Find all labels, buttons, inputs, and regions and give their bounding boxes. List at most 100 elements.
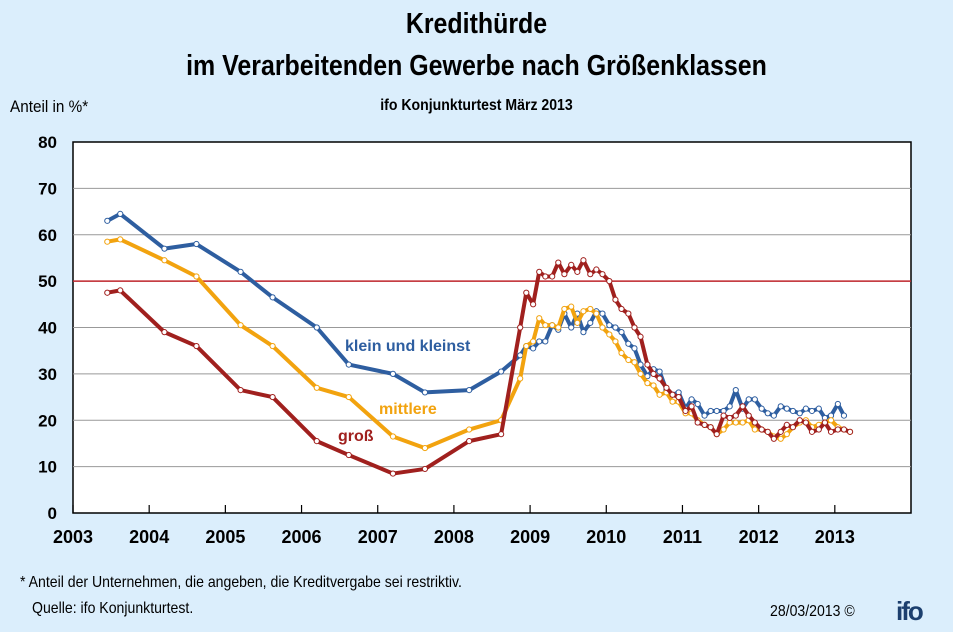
data-point bbox=[732, 419, 739, 426]
data-point bbox=[421, 389, 429, 396]
data-point bbox=[549, 322, 556, 329]
x-tick-label: 2005 bbox=[205, 527, 245, 547]
data-point bbox=[498, 431, 505, 438]
data-point bbox=[237, 268, 244, 275]
data-point bbox=[650, 370, 657, 377]
data-point bbox=[701, 412, 708, 419]
data-point bbox=[802, 405, 809, 412]
data-point bbox=[269, 393, 276, 401]
x-tick-label: 2003 bbox=[53, 527, 93, 547]
data-point bbox=[650, 382, 657, 389]
data-point bbox=[827, 428, 835, 435]
data-point bbox=[656, 375, 663, 382]
data-point bbox=[421, 444, 429, 452]
y-tick-label: 60 bbox=[38, 226, 57, 245]
series-label-klein: klein und kleinst bbox=[345, 338, 471, 355]
x-tick-label: 2012 bbox=[739, 527, 779, 547]
data-point bbox=[580, 308, 587, 315]
data-point bbox=[606, 278, 613, 285]
data-point bbox=[758, 405, 765, 412]
data-point bbox=[739, 403, 746, 410]
data-point bbox=[104, 289, 111, 296]
data-point bbox=[834, 426, 841, 433]
gridlines bbox=[73, 187, 911, 468]
data-point bbox=[580, 329, 587, 336]
data-point bbox=[777, 428, 784, 435]
data-point bbox=[675, 393, 682, 401]
data-point bbox=[606, 322, 613, 329]
data-point bbox=[656, 368, 663, 375]
x-tick-label: 2004 bbox=[129, 527, 169, 547]
data-point bbox=[618, 329, 625, 336]
data-point bbox=[574, 268, 581, 275]
data-point bbox=[561, 305, 568, 313]
data-point bbox=[536, 268, 543, 275]
data-point bbox=[536, 338, 543, 345]
data-point bbox=[593, 310, 600, 317]
data-point bbox=[389, 433, 397, 440]
data-point bbox=[555, 259, 562, 266]
data-point bbox=[827, 417, 835, 424]
series-lines bbox=[104, 210, 854, 477]
data-point bbox=[688, 403, 695, 410]
data-point bbox=[587, 319, 594, 326]
data-point bbox=[618, 305, 625, 313]
data-point bbox=[117, 210, 124, 217]
data-point bbox=[536, 315, 543, 322]
data-point bbox=[707, 407, 714, 415]
series-line bbox=[106, 211, 846, 420]
data-point bbox=[568, 261, 575, 268]
data-point bbox=[739, 419, 746, 426]
data-point bbox=[808, 407, 816, 415]
data-point bbox=[764, 410, 771, 417]
x-tick-label: 2010 bbox=[586, 527, 626, 547]
data-point bbox=[815, 426, 822, 433]
series-0 bbox=[104, 210, 848, 422]
data-point bbox=[593, 266, 600, 273]
data-point bbox=[555, 324, 562, 331]
data-point bbox=[345, 361, 352, 368]
chart-title-line1: Kredithürde bbox=[405, 8, 548, 40]
data-point bbox=[840, 412, 848, 419]
data-point bbox=[783, 421, 790, 428]
data-point bbox=[193, 342, 200, 350]
data-point bbox=[758, 426, 765, 433]
data-point bbox=[783, 431, 790, 438]
data-point bbox=[789, 424, 797, 431]
data-point bbox=[466, 438, 473, 445]
data-point bbox=[612, 324, 619, 331]
data-point bbox=[542, 322, 549, 329]
data-point bbox=[834, 400, 841, 408]
data-point bbox=[466, 426, 473, 433]
data-point bbox=[770, 435, 777, 442]
data-point bbox=[345, 451, 352, 459]
x-tick-label: 2009 bbox=[510, 527, 550, 547]
chart-subtitle: ifo Konjunkturtest März 2013 bbox=[380, 97, 573, 114]
data-point bbox=[694, 419, 701, 426]
data-point bbox=[631, 345, 638, 352]
data-point bbox=[669, 391, 676, 398]
series-2 bbox=[104, 257, 854, 477]
data-point bbox=[751, 396, 758, 403]
data-point bbox=[713, 407, 720, 415]
x-tick-labels: 2003 2004 2005 2006 2007 2008 2009 2010 2011 2012… bbox=[53, 505, 855, 547]
data-point bbox=[498, 368, 505, 375]
data-point bbox=[104, 217, 111, 224]
data-point bbox=[193, 273, 200, 280]
data-point bbox=[389, 470, 397, 477]
series-label-gross: groß bbox=[338, 428, 374, 445]
data-point bbox=[682, 407, 689, 415]
source-note: Quelle: ifo Konjunkturtest. bbox=[32, 600, 194, 617]
x-tick-label: 2007 bbox=[358, 527, 398, 547]
data-point bbox=[523, 289, 530, 296]
data-point bbox=[707, 424, 714, 431]
data-point bbox=[796, 410, 803, 417]
data-point bbox=[237, 387, 244, 394]
data-point bbox=[770, 412, 777, 419]
data-point bbox=[599, 324, 606, 331]
data-point bbox=[821, 419, 829, 426]
data-point bbox=[720, 412, 727, 419]
data-point bbox=[561, 271, 568, 278]
data-point bbox=[313, 438, 320, 445]
